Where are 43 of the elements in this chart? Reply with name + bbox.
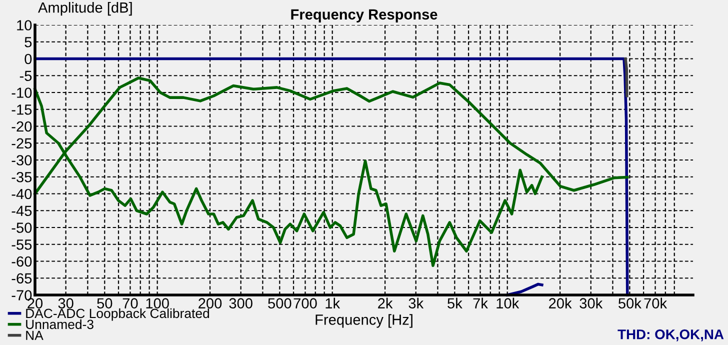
x-tick-label: 20k xyxy=(549,298,572,308)
y-tick-label: -10 xyxy=(12,88,32,98)
y-tick-label: -35 xyxy=(12,172,32,182)
x-tick-label: 30k xyxy=(580,298,603,308)
y-tick-label: -65 xyxy=(12,273,32,284)
x-tick-label: 70k xyxy=(644,298,668,308)
x-tick-label: 3k xyxy=(408,298,424,308)
x-tick-label: 10k xyxy=(496,298,520,308)
y-axis-title: Amplitude [dB] xyxy=(38,2,132,16)
x-tick-label: 300 xyxy=(229,298,252,308)
x-axis-title: Frequency [Hz] xyxy=(316,314,412,328)
x-tick-label: 100 xyxy=(146,298,169,308)
legend-label: NA xyxy=(26,330,44,340)
y-tick-label: -55 xyxy=(12,240,32,250)
y-tick-label: -5 xyxy=(20,70,32,82)
y-tick-label: 0 xyxy=(24,54,32,64)
x-tick-label: 20 xyxy=(28,298,43,308)
x-tick-label: 30 xyxy=(58,298,74,308)
y-tick-label: -50 xyxy=(12,222,32,233)
line-series xyxy=(506,282,544,296)
y-tick-label: 10 xyxy=(17,20,32,30)
y-tick-label: -70 xyxy=(12,290,32,300)
y-tick-label: -25 xyxy=(12,138,32,149)
text: THD: OK,OK,NA xyxy=(618,329,724,342)
x-tick-label: 500 xyxy=(268,298,292,308)
x-tick-label: 50 xyxy=(97,298,112,308)
y-tick-label: -60 xyxy=(12,256,32,267)
x-tick-label: 7k xyxy=(473,298,488,308)
x-tick-label: 1k xyxy=(326,298,340,308)
x-tick-label: 70 xyxy=(122,298,138,308)
x-tick-label: 200 xyxy=(198,298,222,308)
y-tick-label: -40 xyxy=(12,188,32,200)
y-tick-label: -20 xyxy=(12,121,32,132)
x-tick-label: 700 xyxy=(294,298,317,308)
x-tick-label: 2k xyxy=(378,298,393,308)
y-tick-label: -30 xyxy=(12,155,32,166)
y-tick-label: 5 xyxy=(24,37,32,48)
y-tick-label: -45 xyxy=(12,206,32,216)
x-tick-label: 50k xyxy=(618,298,642,308)
legend-label: Unnamed-3 xyxy=(26,319,94,330)
x-tick-label: 5k xyxy=(448,298,462,308)
chart-title: Frequency Response xyxy=(291,9,438,22)
y-tick-label: -15 xyxy=(12,104,32,115)
